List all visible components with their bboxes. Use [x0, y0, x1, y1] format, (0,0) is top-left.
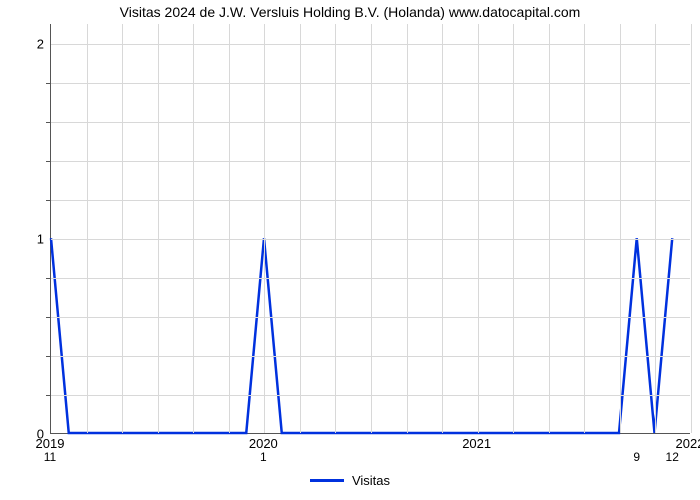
gridline-horizontal — [51, 122, 690, 123]
legend-swatch — [310, 479, 344, 482]
gridline-vertical — [193, 24, 194, 433]
gridline-horizontal — [51, 395, 690, 396]
gridline-vertical — [620, 24, 621, 433]
point-label: 12 — [666, 450, 679, 464]
gridline-vertical — [87, 24, 88, 433]
x-tick-label: 2020 — [249, 436, 278, 451]
y-minor-tick — [46, 278, 50, 279]
x-tick-label: 2022 — [676, 436, 700, 451]
legend-label: Visitas — [352, 473, 390, 488]
gridline-horizontal — [51, 200, 690, 201]
gridline-vertical — [122, 24, 123, 433]
chart-title: Visitas 2024 de J.W. Versluis Holding B.… — [0, 4, 700, 20]
gridline-vertical — [478, 24, 479, 433]
point-label: 9 — [633, 450, 640, 464]
gridline-horizontal — [51, 278, 690, 279]
gridline-vertical — [407, 24, 408, 433]
chart-container: Visitas 2024 de J.W. Versluis Holding B.… — [0, 0, 700, 500]
y-minor-tick — [46, 356, 50, 357]
x-tick-label: 2019 — [36, 436, 65, 451]
gridline-vertical — [371, 24, 372, 433]
gridline-vertical — [549, 24, 550, 433]
gridline-horizontal — [51, 83, 690, 84]
gridline-vertical — [335, 24, 336, 433]
gridline-vertical — [158, 24, 159, 433]
y-tick-label: 2 — [4, 36, 44, 51]
gridline-vertical — [264, 24, 265, 433]
gridline-vertical — [584, 24, 585, 433]
y-minor-tick — [46, 122, 50, 123]
y-minor-tick — [46, 317, 50, 318]
point-label: 11 — [44, 450, 56, 464]
legend: Visitas — [0, 472, 700, 488]
y-minor-tick — [46, 83, 50, 84]
gridline-vertical — [513, 24, 514, 433]
point-label: 1 — [260, 450, 267, 464]
gridline-vertical — [655, 24, 656, 433]
plot-area — [50, 24, 690, 434]
gridline-horizontal — [51, 44, 690, 45]
y-minor-tick — [46, 395, 50, 396]
x-tick-label: 2021 — [462, 436, 491, 451]
y-tick-label: 1 — [4, 231, 44, 246]
gridline-horizontal — [51, 317, 690, 318]
gridline-horizontal — [51, 161, 690, 162]
gridline-vertical — [300, 24, 301, 433]
y-minor-tick — [46, 200, 50, 201]
y-minor-tick — [46, 161, 50, 162]
gridline-horizontal — [51, 239, 690, 240]
gridline-vertical — [229, 24, 230, 433]
gridline-vertical — [442, 24, 443, 433]
gridline-vertical — [691, 24, 692, 433]
gridline-horizontal — [51, 356, 690, 357]
